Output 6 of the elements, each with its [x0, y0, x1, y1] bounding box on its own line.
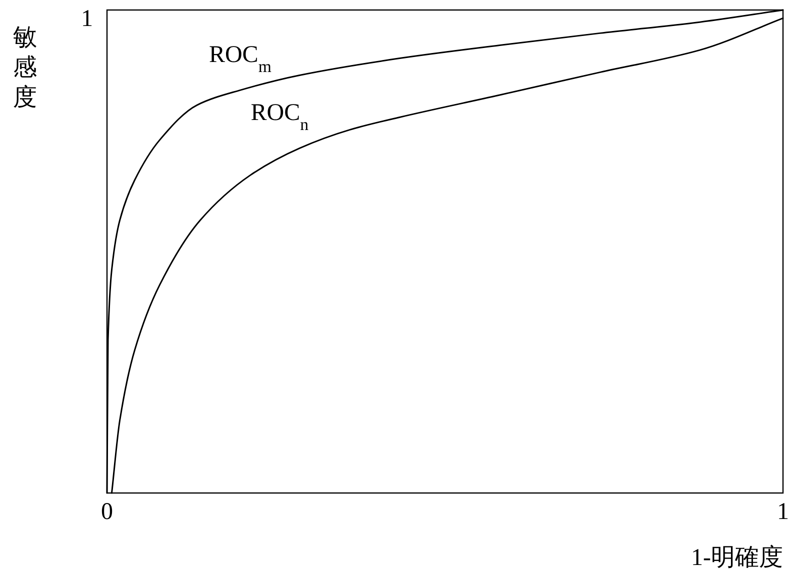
series-label: ROC$_{m}$: [208, 42, 272, 76]
x-tick-label: 0: [101, 499, 113, 525]
text: 1: [81, 6, 93, 32]
y-axis-title: 敏感度: [13, 25, 37, 111]
series-label: ROC$_{n}$: [250, 100, 310, 134]
x-axis-title: 1-明確度: [691, 544, 783, 571]
